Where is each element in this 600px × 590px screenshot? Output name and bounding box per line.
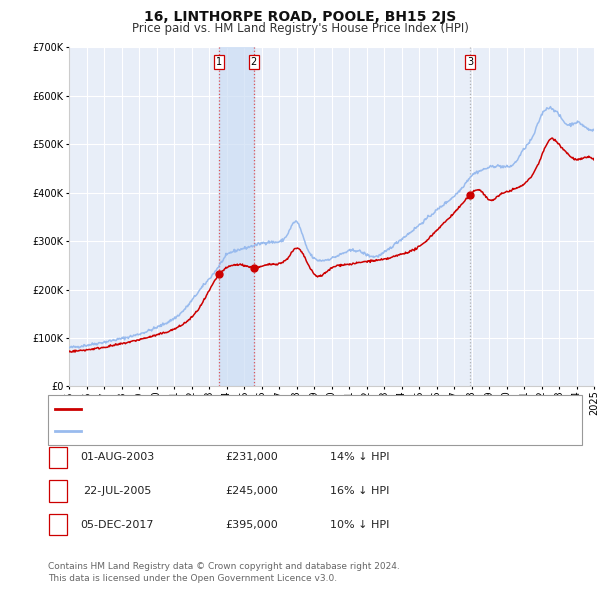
- Text: 22-JUL-2005: 22-JUL-2005: [83, 486, 151, 496]
- Text: Contains HM Land Registry data © Crown copyright and database right 2024.: Contains HM Land Registry data © Crown c…: [48, 562, 400, 571]
- Text: 1: 1: [216, 57, 222, 67]
- Text: Price paid vs. HM Land Registry's House Price Index (HPI): Price paid vs. HM Land Registry's House …: [131, 22, 469, 35]
- Text: HPI: Average price, detached house, Bournemouth Christchurch and Poole: HPI: Average price, detached house, Bour…: [87, 427, 475, 437]
- Text: £231,000: £231,000: [226, 453, 278, 462]
- Text: 16, LINTHORPE ROAD, POOLE, BH15 2JS: 16, LINTHORPE ROAD, POOLE, BH15 2JS: [144, 10, 456, 24]
- Text: 2: 2: [251, 57, 257, 67]
- Text: 05-DEC-2017: 05-DEC-2017: [80, 520, 154, 529]
- Text: 16% ↓ HPI: 16% ↓ HPI: [331, 486, 389, 496]
- Bar: [219, 47, 254, 386]
- Text: 10% ↓ HPI: 10% ↓ HPI: [331, 520, 389, 529]
- Text: £245,000: £245,000: [226, 486, 278, 496]
- Text: 3: 3: [55, 520, 62, 529]
- Text: This data is licensed under the Open Government Licence v3.0.: This data is licensed under the Open Gov…: [48, 574, 337, 583]
- Text: 16, LINTHORPE ROAD, POOLE, BH15 2JS (detached house): 16, LINTHORPE ROAD, POOLE, BH15 2JS (det…: [87, 404, 390, 414]
- Text: 01-AUG-2003: 01-AUG-2003: [80, 453, 154, 462]
- Text: 1: 1: [55, 453, 62, 462]
- Text: 3: 3: [467, 57, 473, 67]
- Text: £395,000: £395,000: [226, 520, 278, 529]
- Text: 14% ↓ HPI: 14% ↓ HPI: [330, 453, 390, 462]
- Text: 2: 2: [55, 486, 62, 496]
